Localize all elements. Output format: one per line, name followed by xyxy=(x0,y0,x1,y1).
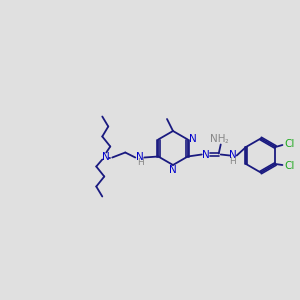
Text: NH: NH xyxy=(210,134,226,145)
Text: N: N xyxy=(202,149,210,160)
Text: N: N xyxy=(102,152,110,161)
Text: N: N xyxy=(189,134,196,143)
Text: H: H xyxy=(229,157,236,166)
Text: Cl: Cl xyxy=(284,161,295,171)
Text: ₂: ₂ xyxy=(225,136,229,145)
Text: Cl: Cl xyxy=(284,139,295,149)
Text: H: H xyxy=(137,158,144,167)
Text: N: N xyxy=(169,165,177,175)
Text: N: N xyxy=(136,152,144,161)
Text: N: N xyxy=(229,151,237,160)
